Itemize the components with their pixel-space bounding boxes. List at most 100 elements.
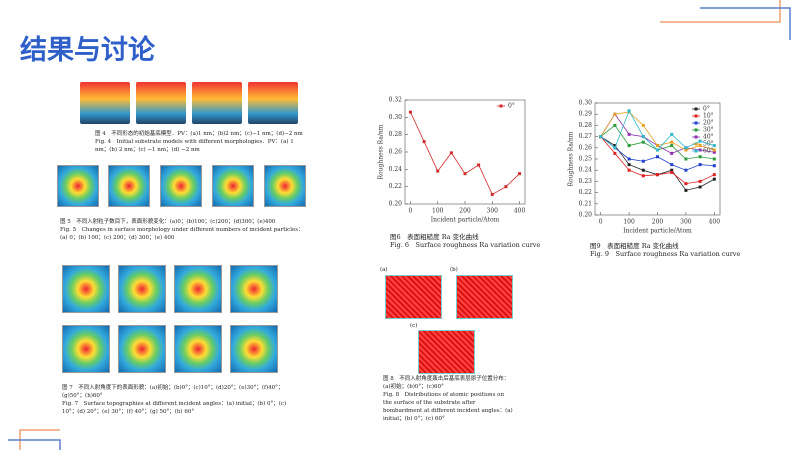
data-point — [684, 157, 688, 161]
y-tick-label: 0.23 — [579, 178, 593, 185]
series-line — [600, 113, 715, 154]
y-tick-label: 0.29 — [579, 111, 593, 118]
data-point — [504, 185, 508, 189]
x-tick-label: 300 — [487, 208, 499, 215]
data-point — [712, 164, 716, 168]
caption-cn: 图 8 不同入射角度轰击后基底表层原子位置分布：(a)初始；(b)0°；(c)6… — [383, 376, 510, 390]
data-point — [613, 151, 617, 155]
y-axis-label: Roughness Ra/nm — [378, 124, 385, 179]
y-tick-label: 0.26 — [389, 149, 403, 156]
data-point — [684, 148, 688, 152]
legend-label: 30° — [703, 127, 714, 134]
data-point — [670, 168, 674, 172]
data-point — [670, 151, 674, 155]
data-point — [518, 172, 522, 176]
x-tick-label: 400 — [709, 219, 721, 226]
plot-frame — [594, 102, 721, 216]
caption-cn: 图 5 不同入射粒子数目下，表面形貌变化：(a)0；(b)100；(c)200；… — [60, 219, 276, 225]
caption: 图 4 不同形态的初始基底模型．PV：(a)1 nm；(b)2 nm；(c)−1… — [95, 130, 305, 154]
data-point — [684, 146, 688, 150]
data-point — [613, 123, 617, 127]
legend-marker — [694, 107, 698, 111]
panel-label: (c) — [410, 323, 418, 329]
x-tick-label: 100 — [432, 208, 444, 215]
caption-cn: 图 7 不同入射角度下的表面形貌：(a)初始；(b)0°；(c)10°；(d)2… — [62, 385, 284, 399]
caption: 图6 表面粗糙度 Ra 变化曲线 Fig. 6 Surface roughness… — [390, 233, 540, 249]
data-point — [641, 123, 645, 127]
data-point — [641, 135, 645, 139]
y-tick-label: 0.24 — [579, 167, 593, 174]
y-tick-label: 0.28 — [389, 131, 403, 138]
data-point — [670, 170, 674, 174]
x-tick-label: 0 — [599, 219, 603, 226]
data-point — [712, 148, 716, 152]
y-tick-label: 0.30 — [389, 114, 403, 121]
data-point — [641, 174, 645, 178]
y-tick-label: 0.20 — [579, 212, 593, 219]
x-axis-label: Incident particle/Atom — [431, 217, 500, 224]
data-point — [656, 148, 659, 152]
data-point — [656, 144, 659, 148]
data-point — [449, 151, 453, 155]
x-tick-label: 100 — [623, 219, 635, 226]
data-point — [670, 144, 674, 148]
data-point — [627, 157, 631, 161]
data-point — [656, 155, 659, 159]
legend-label: 0° — [508, 103, 515, 110]
legend-marker — [694, 142, 698, 146]
caption-en: Fig. 9 Surface roughness Ra variation cu… — [590, 250, 741, 258]
y-tick-label: 0.25 — [579, 156, 593, 163]
legend-marker — [694, 121, 698, 125]
data-point — [698, 148, 702, 152]
data-point — [490, 192, 494, 196]
data-point — [627, 109, 631, 113]
caption: 图 5 不同入射粒子数目下，表面形貌变化：(a)0；(b)100；(c)200；… — [60, 218, 310, 242]
data-point — [641, 159, 645, 163]
x-tick-label: 400 — [514, 208, 526, 215]
legend-label: 40° — [703, 134, 714, 141]
plot-frame — [404, 99, 526, 205]
data-point — [641, 168, 645, 172]
caption-en: Fig. 6 Surface roughness Ra variation cu… — [390, 241, 541, 249]
caption: 图 8 不同入射角度轰击后基底表层原子位置分布：(a)初始；(b)0°；(c)6… — [383, 375, 513, 423]
legend-marker — [694, 128, 698, 132]
data-point — [477, 163, 481, 167]
y-tick-label: 0.26 — [579, 144, 593, 151]
caption-cn: 图9 表面粗糙度 Ra 变化曲线 — [590, 242, 679, 250]
y-tick-label: 0.22 — [389, 183, 403, 190]
legend-label: 0° — [703, 106, 710, 113]
x-tick-label: 300 — [680, 219, 692, 226]
series-line — [410, 111, 520, 196]
data-point — [712, 150, 716, 154]
data-point — [698, 139, 702, 143]
y-tick-label: 0.30 — [579, 100, 593, 107]
data-point — [670, 132, 674, 136]
data-point — [698, 163, 702, 167]
data-point — [656, 173, 659, 177]
data-point — [698, 144, 702, 148]
y-tick-label: 0.20 — [389, 201, 403, 208]
caption-en: Fig. 5 Changes in surface morphology und… — [60, 227, 304, 241]
caption-en: Fig. 4 Initial substrate models with dif… — [95, 139, 294, 153]
legend-marker — [499, 104, 503, 108]
data-point — [684, 182, 688, 186]
y-tick-label: 0.21 — [579, 200, 592, 207]
x-tick-label: 200 — [459, 208, 471, 215]
data-point — [712, 177, 716, 181]
data-point — [613, 144, 617, 148]
chart: 0.20 0.22 0.24 0.26 0.28 0.30 0.32 0 100 200 300 40… — [378, 97, 526, 224]
data-point — [670, 163, 674, 167]
legend-label: 60° — [703, 148, 714, 155]
legend-label: 10° — [703, 113, 714, 120]
data-point — [712, 173, 716, 177]
chart: 0.20 0.21 0.22 0.23 0.24 0.25 0.26 0.27 0.28 0.29… — [568, 100, 721, 235]
data-point — [627, 132, 631, 136]
series-line — [600, 136, 715, 171]
data-point — [698, 155, 702, 159]
x-tick-label: 200 — [652, 219, 664, 226]
legend-marker — [694, 149, 698, 153]
data-point — [712, 157, 716, 161]
panel-label: (a) — [380, 267, 388, 273]
caption-cn: 图 4 不同形态的初始基底模型．PV：(a)1 nm；(b)2 nm；(c)−1… — [95, 131, 303, 137]
